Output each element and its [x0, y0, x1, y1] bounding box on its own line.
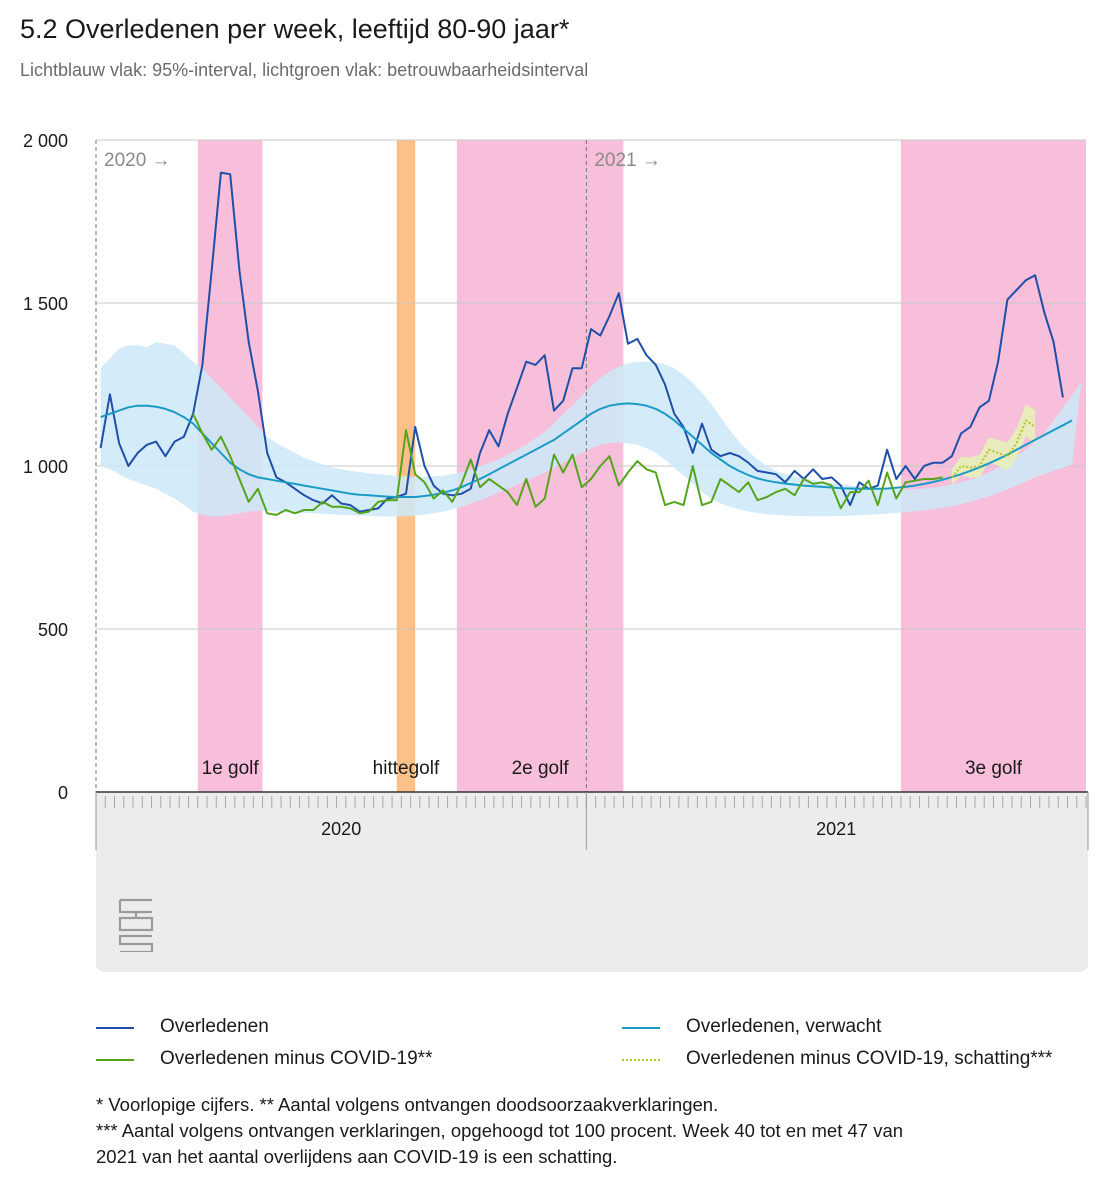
cbs-logo-icon: [118, 898, 154, 952]
legend-label: Overledenen: [160, 1016, 269, 1037]
chart-footer-panel: [96, 850, 1088, 972]
band-label: 1e golf: [202, 758, 260, 779]
y-tick-label: 500: [38, 620, 68, 640]
chart-title: 5.2 Overledenen per week, leeftijd 80-90…: [20, 14, 570, 44]
y-tick-label: 1 000: [23, 457, 68, 477]
interval-95-area: [100, 342, 1082, 517]
line-chart: 0 500 1 000 1 500 2 000 2020 → 2021 → 1e golf hi…: [23, 131, 1089, 850]
legend-swatch-expected: [622, 1027, 660, 1029]
band-label: 3e golf: [965, 758, 1023, 779]
legend-label: Overledenen, verwacht: [686, 1016, 882, 1037]
footnotes: * Voorlopige cijfers. ** Aantal volgens …: [96, 1092, 1086, 1170]
y-tick-label: 2 000: [23, 131, 68, 151]
legend-label: Overledenen minus COVID-19, schatting***: [686, 1048, 1053, 1069]
footnote-line: 2021 van het aantal overlijdens aan COVI…: [96, 1146, 618, 1167]
x-year-label: 2021: [816, 819, 856, 839]
band-label: 2e golf: [512, 758, 570, 779]
legend-label: Overledenen minus COVID-19**: [160, 1048, 433, 1069]
x-axis-panel: [96, 792, 1088, 850]
x-year-label: 2020: [321, 819, 361, 839]
series-line-minus_covid_estimate: [951, 419, 1036, 479]
footnote-line: * Voorlopige cijfers. ** Aantal volgens …: [96, 1094, 719, 1115]
legend-swatch-minus-covid: [96, 1059, 134, 1061]
y-tick-label: 1 500: [23, 294, 68, 314]
footnote-line: *** Aantal volgens ontvangen verklaringe…: [96, 1120, 904, 1141]
band-label: hittegolf: [373, 758, 440, 779]
series-line-deaths: [99, 171, 1064, 513]
series-line-expected: [100, 402, 1073, 498]
year-marker-label: 2020 →: [104, 150, 171, 171]
y-tick-label: 0: [58, 783, 68, 803]
chart-subtitle: Lichtblauw vlak: 95%-interval, lichtgroe…: [20, 60, 589, 80]
year-marker-label: 2021 →: [594, 150, 661, 171]
legend-swatch-deaths: [96, 1027, 134, 1029]
series-line-minus_covid: [192, 413, 943, 516]
confidence-area: [951, 404, 1036, 486]
legend-swatch-minus-covid-estimate: [622, 1059, 660, 1061]
